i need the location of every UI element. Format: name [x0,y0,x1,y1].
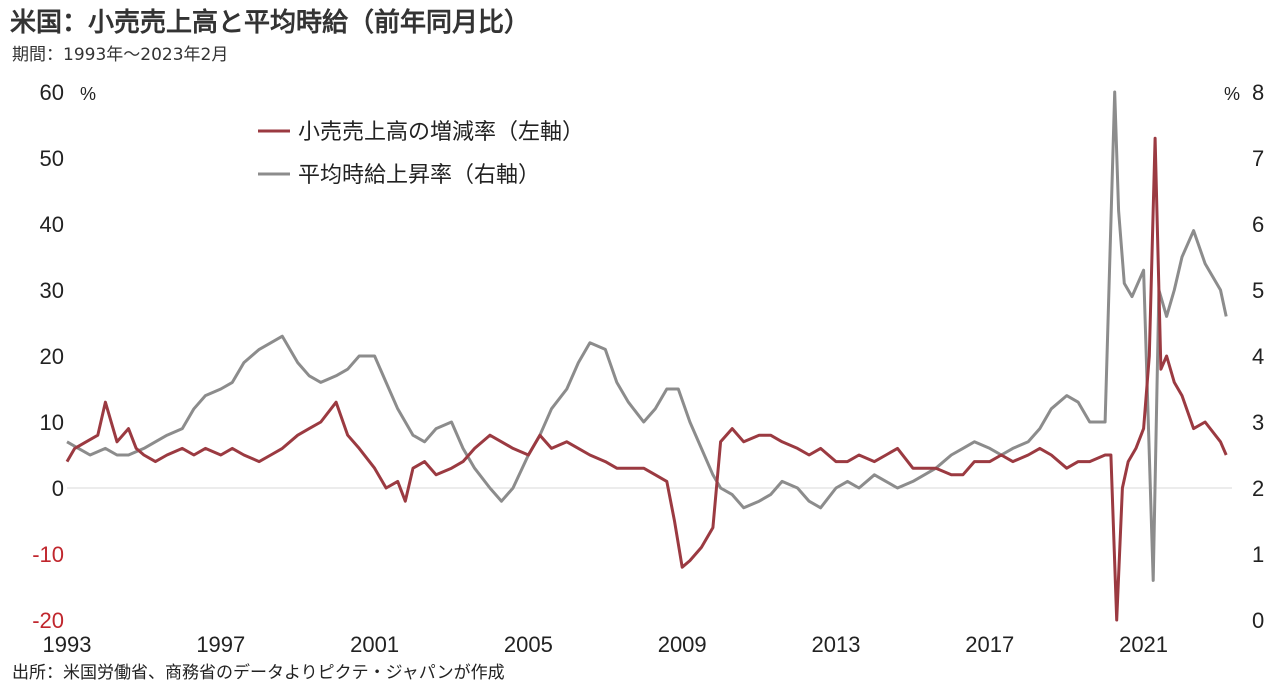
left-tick-label: 30 [40,278,64,303]
right-tick-label: 1 [1252,542,1264,567]
x-tick-label: 2005 [504,632,553,657]
x-tick-label: 1997 [196,632,245,657]
legend-label-retail: 小売売上高の増減率（左軸） [298,120,584,145]
left-tick-label: 40 [40,212,64,237]
left-tick-label: 20 [40,344,64,369]
x-tick-label: 2001 [350,632,399,657]
left-tick-label: -10 [32,542,64,567]
left-tick-label: -20 [32,608,64,633]
series-line-wage [66,90,1228,582]
left-tick-label: 60 [40,80,64,105]
series-lines [65,90,1228,622]
right-tick-label: 2 [1252,476,1264,501]
legend: 小売売上高の増減率（左軸） 平均時給上昇率（右軸） [258,120,584,188]
right-tick-label: 5 [1252,278,1264,303]
chart-title: 米国：小売売上高と平均時給（前年同月比） [10,8,531,38]
right-axis-ticks: 0 1 2 3 4 5 6 7 8 [1252,80,1264,633]
x-tick-label: 1993 [43,632,92,657]
right-tick-label: 8 [1252,80,1264,105]
left-tick-label: 0 [52,476,64,501]
x-tick-label: 2017 [965,632,1014,657]
x-tick-label: 2021 [1119,632,1168,657]
right-tick-label: 3 [1252,410,1264,435]
series-line-retail [65,136,1228,622]
left-tick-label: 10 [40,410,64,435]
right-tick-label: 0 [1252,608,1264,633]
right-axis-unit: % [1224,84,1240,104]
right-tick-label: 7 [1252,146,1264,171]
right-tick-label: 4 [1252,344,1264,369]
left-axis-unit: % [80,84,96,104]
chart-period: 期間：1993年～2023年2月 [12,45,229,65]
source-note: 出所：米国労働省、商務省のデータよりピクテ・ジャパンが作成 [12,663,505,683]
x-tick-label: 2013 [812,632,861,657]
right-tick-label: 6 [1252,212,1264,237]
left-tick-label: 50 [40,146,64,171]
legend-label-wage: 平均時給上昇率（右軸） [298,163,540,188]
x-axis-ticks: 1993 1997 2001 2005 2009 2013 2017 2021 [43,632,1169,657]
x-tick-label: 2009 [658,632,707,657]
left-axis-ticks: -20 -10 0 10 20 30 40 50 60 [32,80,64,633]
